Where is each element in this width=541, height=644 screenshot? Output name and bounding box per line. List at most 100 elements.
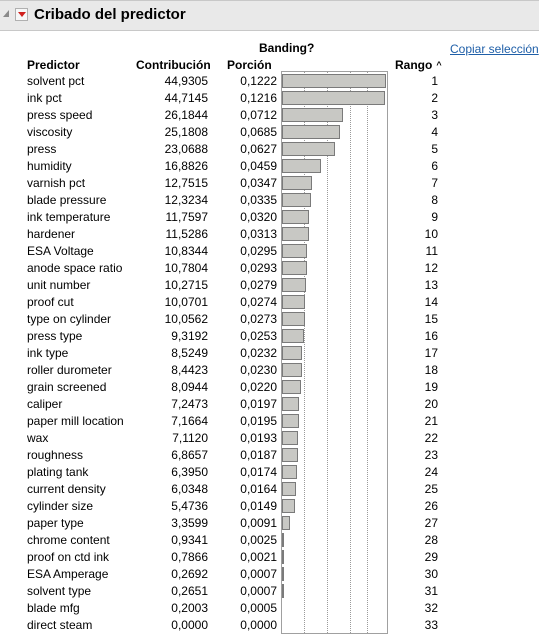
share-bar xyxy=(282,74,386,88)
predictor-cell: proof cut xyxy=(27,295,74,309)
contribution-cell: 25,1808 xyxy=(164,125,208,139)
share-cell: 0,0187 xyxy=(240,448,277,462)
table-row[interactable]: press speed 26,1844 0,0712 3 xyxy=(0,107,541,124)
predictor-cell: solvent pct xyxy=(27,74,85,88)
predictor-cell: roller durometer xyxy=(27,363,112,377)
table-row[interactable]: ink type 8,5249 0,0232 17 xyxy=(0,345,541,362)
contribution-cell: 0,2651 xyxy=(171,584,208,598)
table-row[interactable]: ink pct 44,7145 0,1216 2 xyxy=(0,90,541,107)
contribution-cell: 44,9305 xyxy=(164,74,208,88)
rank-cell: 6 xyxy=(431,159,438,173)
table-row[interactable]: unit number 10,2715 0,0279 13 xyxy=(0,277,541,294)
column-header-contribution[interactable]: Contribución xyxy=(136,58,211,72)
share-bar xyxy=(282,91,385,105)
share-cell: 0,0459 xyxy=(240,159,277,173)
table-row[interactable]: cylinder size 5,4736 0,0149 26 xyxy=(0,498,541,515)
share-bar xyxy=(282,227,309,241)
table-row[interactable]: paper mill location 7,1664 0,0195 21 xyxy=(0,413,541,430)
chart-gridline xyxy=(350,72,351,633)
table-row[interactable]: roller durometer 8,4423 0,0230 18 xyxy=(0,362,541,379)
contribution-cell: 11,7597 xyxy=(165,210,209,224)
table-row[interactable]: press type 9,3192 0,0253 16 xyxy=(0,328,541,345)
table-row[interactable]: ESA Amperage 0,2692 0,0007 30 xyxy=(0,566,541,583)
rank-cell: 28 xyxy=(424,533,438,547)
table-row[interactable]: ESA Voltage 10,8344 0,0295 11 xyxy=(0,243,541,260)
table-row[interactable]: anode space ratio 10,7804 0,0293 12 xyxy=(0,260,541,277)
rank-cell: 5 xyxy=(431,142,438,156)
rank-cell: 18 xyxy=(424,363,438,377)
share-cell: 0,0174 xyxy=(240,465,277,479)
table-row[interactable]: wax 7,1120 0,0193 22 xyxy=(0,430,541,447)
share-bar xyxy=(282,584,284,598)
table-row[interactable]: direct steam 0,0000 0,0000 33 xyxy=(0,617,541,634)
share-cell: 0,0253 xyxy=(240,329,277,343)
table-row[interactable]: type on cylinder 10,0562 0,0273 15 xyxy=(0,311,541,328)
rank-cell: 11 xyxy=(425,244,438,258)
red-dropdown-menu-icon[interactable] xyxy=(15,8,28,21)
rank-cell: 26 xyxy=(424,499,438,513)
table-row[interactable]: grain screened 8,0944 0,0220 19 xyxy=(0,379,541,396)
sort-ascending-icon: ^ xyxy=(436,60,442,70)
disclosure-triangle-icon[interactable] xyxy=(3,10,9,17)
predictor-cell: blade pressure xyxy=(27,193,107,207)
share-cell: 0,0712 xyxy=(240,108,277,122)
table-row[interactable]: humidity 16,8826 0,0459 6 xyxy=(0,158,541,175)
share-bar xyxy=(282,193,311,207)
rank-cell: 24 xyxy=(424,465,438,479)
report-title: Cribado del predictor xyxy=(34,6,186,23)
contribution-cell: 0,2003 xyxy=(171,601,208,615)
rank-cell: 21 xyxy=(424,414,438,428)
share-bar xyxy=(282,278,306,292)
share-bar xyxy=(282,516,290,530)
share-bar xyxy=(282,176,312,190)
table-row[interactable]: viscosity 25,1808 0,0685 4 xyxy=(0,124,541,141)
share-cell: 0,0232 xyxy=(240,346,277,360)
rank-cell: 30 xyxy=(424,567,438,581)
share-cell: 0,1222 xyxy=(240,74,277,88)
column-header-rank[interactable]: Rango ^ xyxy=(395,58,442,72)
report-header: Cribado del predictor xyxy=(0,0,539,31)
rank-cell: 16 xyxy=(424,329,438,343)
copy-selection-link[interactable]: Copiar selección xyxy=(450,42,539,56)
predictor-cell: direct steam xyxy=(27,618,93,632)
table-row[interactable]: solvent pct 44,9305 0,1222 1 xyxy=(0,73,541,90)
predictor-cell: ink temperature xyxy=(27,210,111,224)
predictor-cell: ESA Amperage xyxy=(27,567,109,581)
predictor-cell: paper type xyxy=(27,516,84,530)
table-row[interactable]: chrome content 0,9341 0,0025 28 xyxy=(0,532,541,549)
share-cell: 0,0149 xyxy=(240,499,277,513)
rank-cell: 9 xyxy=(431,210,438,224)
rank-cell: 2 xyxy=(431,91,438,105)
share-cell: 0,0273 xyxy=(240,312,277,326)
table-row[interactable]: proof on ctd ink 0,7866 0,0021 29 xyxy=(0,549,541,566)
table-row[interactable]: current density 6,0348 0,0164 25 xyxy=(0,481,541,498)
table-row[interactable]: proof cut 10,0701 0,0274 14 xyxy=(0,294,541,311)
table-row[interactable]: caliper 7,2473 0,0197 20 xyxy=(0,396,541,413)
table-row[interactable]: solvent type 0,2651 0,0007 31 xyxy=(0,583,541,600)
table-row[interactable]: varnish pct 12,7515 0,0347 7 xyxy=(0,175,541,192)
table-row[interactable]: hardener 11,5286 0,0313 10 xyxy=(0,226,541,243)
rank-cell: 14 xyxy=(424,295,438,309)
table-row[interactable]: roughness 6,8657 0,0187 23 xyxy=(0,447,541,464)
table-row[interactable]: plating tank 6,3950 0,0174 24 xyxy=(0,464,541,481)
table-row[interactable]: paper type 3,3599 0,0091 27 xyxy=(0,515,541,532)
rank-cell: 3 xyxy=(431,108,438,122)
table-row[interactable]: ink temperature 11,7597 0,0320 9 xyxy=(0,209,541,226)
table-row[interactable]: press 23,0688 0,0627 5 xyxy=(0,141,541,158)
share-bar xyxy=(282,125,340,139)
share-bar xyxy=(282,159,321,173)
share-cell: 0,0279 xyxy=(240,278,277,292)
table-row[interactable]: blade pressure 12,3234 0,0335 8 xyxy=(0,192,541,209)
share-bar xyxy=(282,142,335,156)
rank-cell: 20 xyxy=(424,397,438,411)
predictor-cell: ink pct xyxy=(27,91,62,105)
predictor-cell: solvent type xyxy=(27,584,92,598)
share-cell: 0,0005 xyxy=(240,601,277,615)
share-cell: 0,0025 xyxy=(240,533,277,547)
share-bar xyxy=(282,210,309,224)
table-row[interactable]: blade mfg 0,2003 0,0005 32 xyxy=(0,600,541,617)
column-header-predictor[interactable]: Predictor xyxy=(27,58,80,72)
column-header-share[interactable]: Porción xyxy=(227,58,272,72)
share-cell: 0,0335 xyxy=(240,193,277,207)
contribution-cell: 10,2715 xyxy=(164,278,208,292)
